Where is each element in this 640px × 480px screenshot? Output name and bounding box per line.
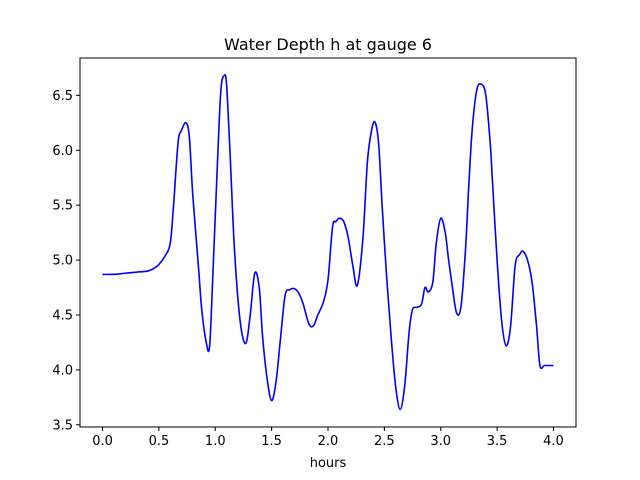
- x-tick-label: 1.5: [261, 434, 282, 449]
- plot-area: [80, 58, 576, 427]
- chart-title: Water Depth h at gauge 6: [224, 35, 432, 54]
- series-line-0: [102, 73, 554, 411]
- y-tick-label: 6.0: [52, 144, 73, 159]
- x-tick-label: 0.5: [149, 434, 170, 449]
- x-axis-label: hours: [310, 456, 347, 471]
- x-tick-label: 0.0: [92, 434, 113, 449]
- x-tick-label: 3.5: [487, 434, 508, 449]
- x-tick-label: 3.0: [430, 434, 451, 449]
- y-axis: 3.5 4.0 4.5 5.0 5.5 6.0 6.5: [52, 89, 80, 433]
- y-tick-label: 6.5: [52, 89, 73, 104]
- y-tick-label: 4.0: [52, 363, 73, 378]
- x-tick-label: 2.5: [374, 434, 395, 449]
- x-axis: 0.0 0.5 1.0 1.5 2.0 2.5 3.0 3.5 4.0: [92, 427, 564, 449]
- x-tick-label: 4.0: [543, 434, 564, 449]
- y-tick-label: 5.5: [52, 199, 73, 214]
- series-layer: [102, 73, 554, 411]
- y-tick-label: 5.0: [52, 254, 73, 269]
- y-tick-label: 3.5: [52, 418, 73, 433]
- x-tick-label: 1.0: [205, 434, 226, 449]
- x-tick-label: 2.0: [318, 434, 339, 449]
- y-tick-label: 4.5: [52, 308, 73, 323]
